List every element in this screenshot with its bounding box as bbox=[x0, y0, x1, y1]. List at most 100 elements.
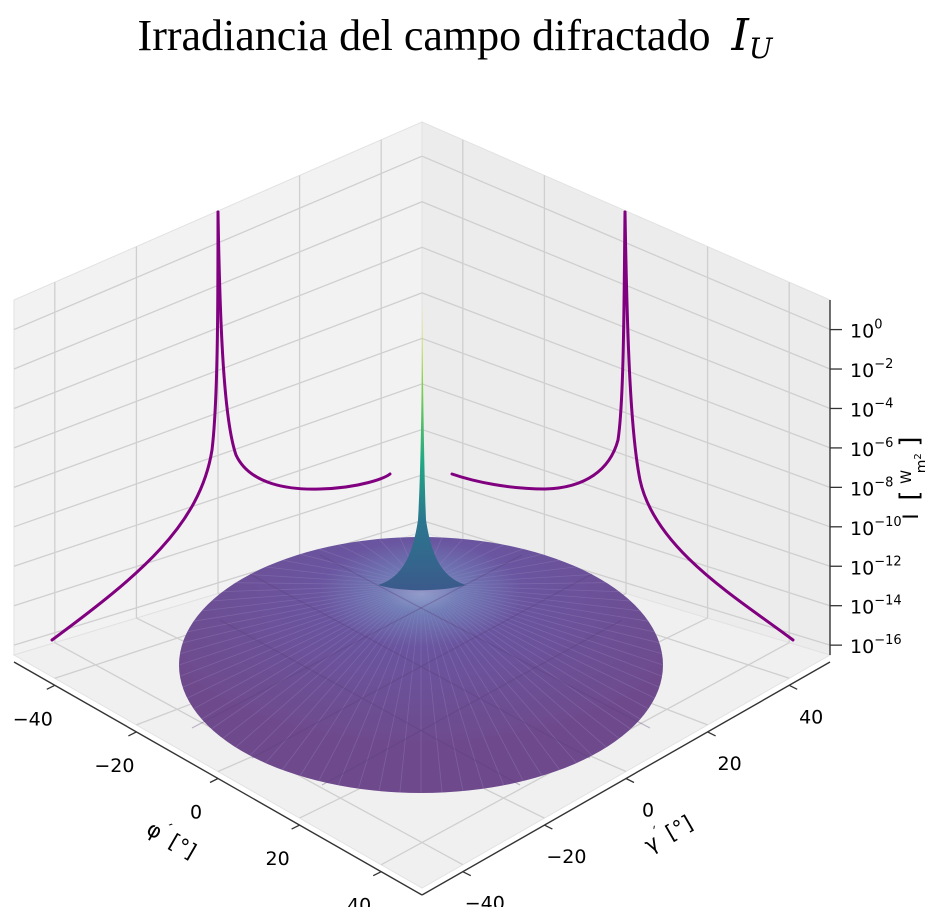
surface-mesh-line bbox=[420, 584, 641, 720]
surface-mesh-line bbox=[420, 584, 663, 655]
y-tick-mark bbox=[788, 684, 798, 690]
x-tick-mark bbox=[128, 731, 137, 737]
projection-curve-right bbox=[450, 210, 627, 491]
surface-disc bbox=[178, 537, 664, 793]
surface-mesh-line bbox=[399, 584, 422, 793]
surface-mesh-line bbox=[179, 584, 422, 677]
surface-mesh-line bbox=[420, 584, 524, 782]
z-tick-label: 10−2 bbox=[850, 357, 893, 382]
surface-mesh-line bbox=[318, 584, 422, 782]
y-tick-mark bbox=[544, 824, 553, 830]
surface-mesh-line bbox=[420, 584, 655, 633]
surface-mesh-line bbox=[420, 584, 641, 612]
surface-mesh-line bbox=[420, 584, 655, 699]
x-tick-mark bbox=[46, 684, 56, 690]
x-tick-mark bbox=[291, 824, 300, 830]
grid-line-horizontal bbox=[13, 155, 831, 331]
x-axis-ticks: −40 −20 0 20 40 bbox=[13, 684, 382, 907]
z-axis-label-symbol: I bbox=[899, 513, 923, 519]
surface-mesh-line bbox=[182, 584, 422, 644]
surface-mesh-line bbox=[420, 584, 631, 602]
y-tick-mark bbox=[625, 777, 635, 784]
surface-mesh-line bbox=[193, 584, 422, 622]
surface-mesh-line bbox=[420, 584, 593, 756]
surface-mesh-line bbox=[178, 584, 422, 666]
z-axis-unit-den-exp: 2 bbox=[913, 453, 924, 459]
surface-mesh-line bbox=[211, 584, 422, 602]
grid-line-horizontal bbox=[13, 201, 831, 370]
y-axis-ticks: −40 −20 0 20 40 bbox=[462, 684, 823, 907]
z-tick-label: 10−6 bbox=[850, 436, 893, 461]
surface-mesh-line bbox=[281, 584, 422, 771]
x-tick-mark bbox=[209, 777, 219, 784]
projection-curves bbox=[50, 210, 795, 642]
y-tick-mark bbox=[707, 731, 716, 737]
y-tick-label: 0 bbox=[642, 800, 654, 822]
surface-mesh-line bbox=[179, 584, 422, 655]
z-tick-label: 10−16 bbox=[850, 633, 902, 658]
surface-mesh-line bbox=[187, 584, 422, 699]
x-tick-mark bbox=[372, 871, 382, 877]
y-tick-label: −40 bbox=[465, 893, 505, 907]
x-tick-label: 20 bbox=[266, 848, 290, 870]
surface-mesh-line bbox=[420, 584, 607, 748]
z-tick-label: 10−10 bbox=[850, 515, 902, 540]
x-tick-label: −20 bbox=[94, 755, 134, 777]
z-axis-ticks: 100 10−2 10−4 10−6 10−8 10−10 10−12 10−14 10−16 bbox=[830, 318, 902, 658]
surface-mesh-line bbox=[249, 584, 422, 756]
y-tick-mark bbox=[462, 871, 472, 877]
surface-mesh-line bbox=[420, 584, 464, 792]
surface-mesh-line bbox=[420, 584, 664, 666]
x-axis-label-unit: [°] bbox=[165, 829, 200, 863]
z-axis-unit-num: W bbox=[899, 470, 915, 484]
surface-mesh-line bbox=[420, 584, 620, 739]
surface-mesh-line bbox=[420, 584, 484, 789]
surface-mesh-line bbox=[420, 584, 561, 771]
chart-title-symbol: I bbox=[730, 10, 750, 61]
z-tick-label: 10−8 bbox=[850, 475, 893, 500]
surface-mesh-line bbox=[201, 584, 422, 720]
svg-text:I [ W m2: I [ W m2 ] bbox=[892, 436, 925, 519]
x-tick-label: 0 bbox=[190, 802, 202, 824]
surface-floor-grid bbox=[191, 554, 651, 786]
x-tick-label: −40 bbox=[13, 708, 53, 730]
surface-mesh-line bbox=[201, 584, 422, 612]
z-tick-label: 10−12 bbox=[850, 554, 902, 579]
z-tick-label: 10−14 bbox=[850, 594, 902, 619]
surface-mesh-line bbox=[299, 584, 422, 777]
surface-mesh-line bbox=[235, 584, 422, 748]
chart-title-symbol-sub: U bbox=[749, 32, 774, 65]
grid-line-horizontal bbox=[13, 246, 831, 410]
projection-curve-right-tail bbox=[623, 210, 795, 642]
projection-curve-left-tail bbox=[216, 210, 392, 491]
surface-mesh-line bbox=[420, 584, 649, 710]
y-axis-label-unit: [°] bbox=[661, 811, 696, 845]
surface-mesh-line bbox=[420, 584, 631, 730]
surface-mesh-line bbox=[358, 584, 422, 789]
z-axis-unit-den: m bbox=[914, 460, 925, 474]
surface-mesh-line bbox=[211, 584, 422, 730]
z-axis-label: I [ W m2 ] bbox=[892, 436, 925, 519]
surface-mesh-line bbox=[420, 584, 543, 777]
surface-peak bbox=[378, 302, 466, 591]
surface-mesh-line bbox=[420, 584, 660, 644]
chart-title: Irradiancia del campo difractado IU bbox=[138, 10, 774, 65]
y-tick-label: 20 bbox=[718, 753, 742, 775]
y-tick-label: 40 bbox=[799, 706, 823, 728]
surface-mesh-line bbox=[182, 584, 422, 688]
surface-mesh-line bbox=[187, 584, 422, 633]
surface-mesh-line bbox=[420, 584, 663, 677]
z-tick-label: 10−4 bbox=[850, 396, 893, 421]
projection-curve-left bbox=[50, 210, 220, 642]
chart-title-text: Irradiancia del campo difractado bbox=[138, 11, 711, 60]
surface-mesh-line bbox=[420, 584, 649, 622]
x-tick-label: 40 bbox=[347, 895, 371, 907]
surface-mesh-line bbox=[222, 584, 422, 739]
y-tick-label: −20 bbox=[546, 846, 586, 868]
surface-mesh-line bbox=[420, 584, 660, 688]
surface-mesh-line bbox=[420, 584, 505, 786]
svg-text:Irradiancia del campo difracta: Irradiancia del campo difractado IU bbox=[138, 10, 774, 65]
surface-mesh-line bbox=[337, 584, 422, 786]
surface-mesh-line bbox=[378, 584, 422, 792]
